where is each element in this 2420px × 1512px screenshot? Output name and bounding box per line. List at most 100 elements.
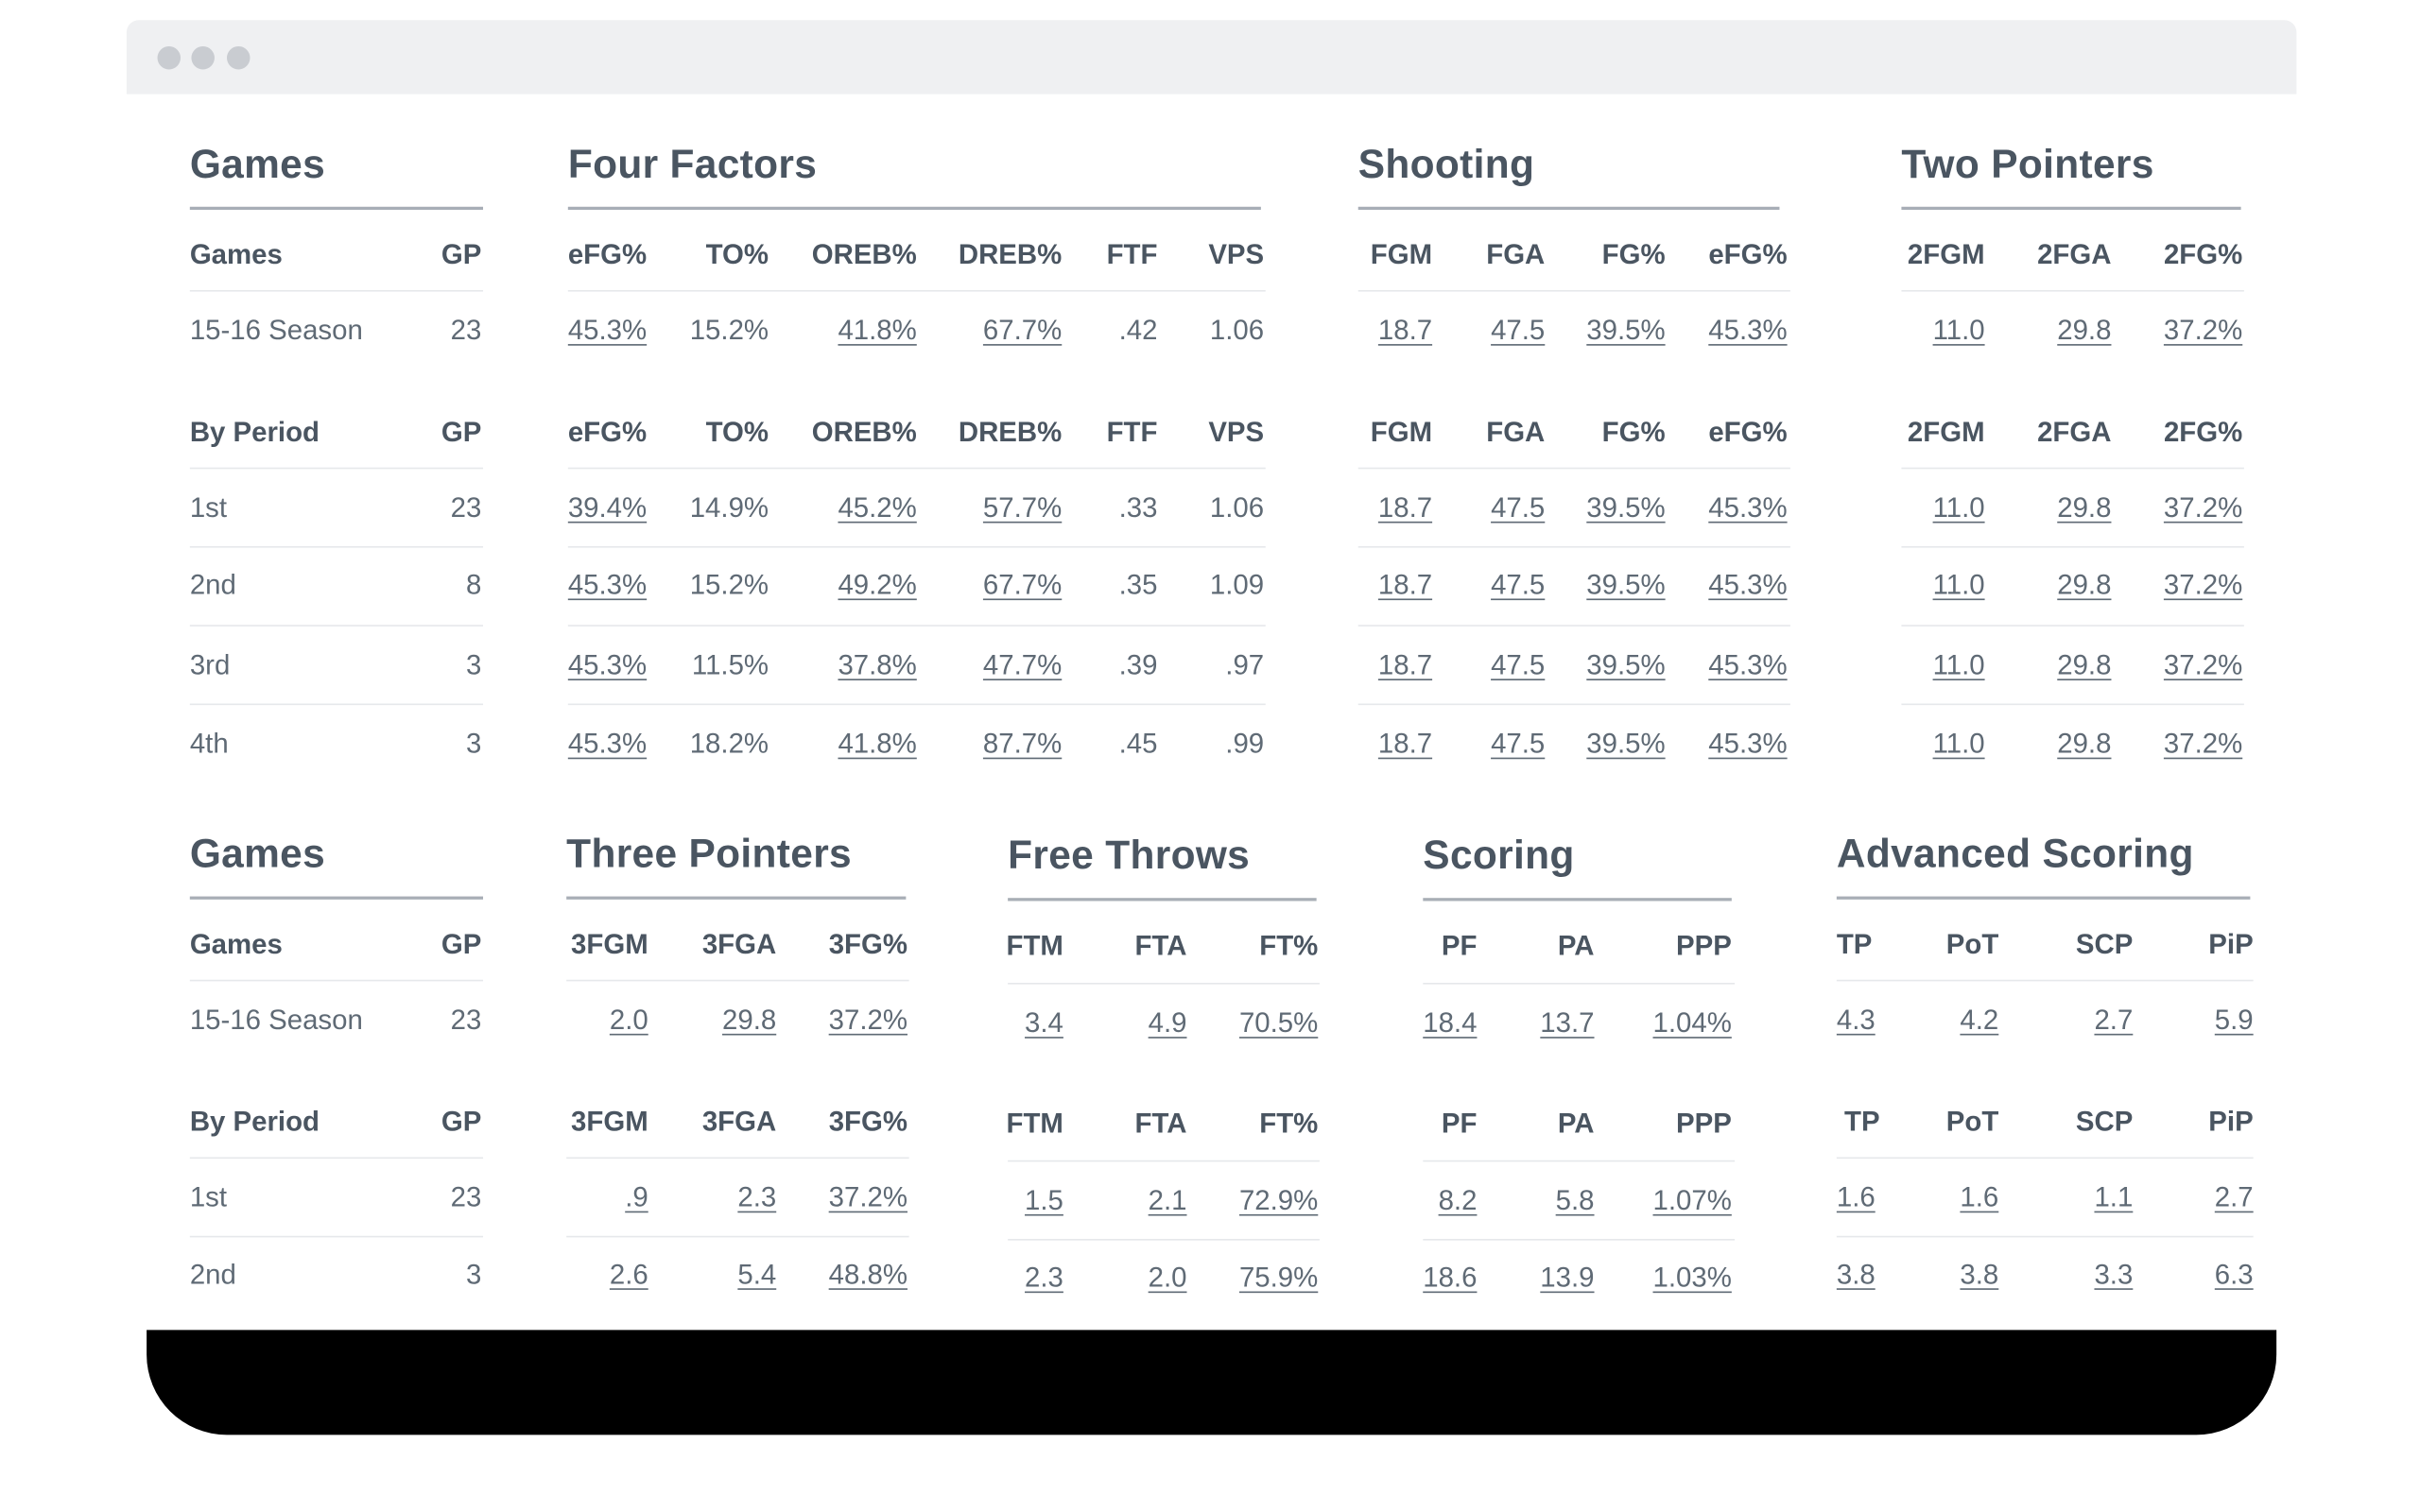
stat-link[interactable]: 18.7 (1377, 649, 1433, 680)
column-header-2fga[interactable]: 2FGA (2037, 239, 2112, 270)
column-header-3fgm[interactable]: 3FGM (571, 928, 648, 960)
column-header-by-period[interactable]: By Period (189, 1106, 320, 1138)
column-header-by-period[interactable]: By Period (189, 416, 320, 448)
column-header-dreb-pct[interactable]: DREB% (958, 416, 1063, 448)
column-header-pa[interactable]: PA (1557, 1108, 1595, 1139)
stat-link[interactable]: 87.7% (982, 728, 1063, 760)
stat-link[interactable]: 45.3% (567, 728, 648, 760)
stat-link[interactable]: 72.9% (1238, 1184, 1319, 1216)
stat-link[interactable]: 11.0 (1932, 491, 1985, 524)
stat-link[interactable]: 70.5% (1238, 1007, 1319, 1039)
column-header-pot[interactable]: PoT (1945, 928, 1999, 960)
stat-link[interactable]: 18.7 (1377, 569, 1433, 601)
stat-link[interactable]: 39.5% (1586, 728, 1666, 760)
stat-link[interactable]: 18.7 (1377, 315, 1433, 346)
column-header-pip[interactable]: PiP (2208, 1106, 2254, 1138)
column-header-ftf[interactable]: FTF (1106, 416, 1158, 448)
column-header-2fg-pct[interactable]: 2FG% (2163, 416, 2243, 448)
column-header-efg-pct[interactable]: eFG% (567, 239, 648, 270)
column-header-games[interactable]: Games (189, 928, 283, 960)
column-header-games[interactable]: Games (189, 239, 283, 270)
stat-link[interactable]: 39.5% (1586, 315, 1666, 346)
stat-link[interactable]: 75.9% (1238, 1262, 1319, 1294)
column-header-fgm[interactable]: FGM (1370, 416, 1433, 448)
column-header-2fgm[interactable]: 2FGM (1907, 239, 1985, 270)
stat-link[interactable]: 67.7% (982, 315, 1063, 346)
stat-link[interactable]: 1.5 (1025, 1184, 1063, 1216)
column-header-2fga[interactable]: 2FGA (2037, 416, 2112, 448)
stat-link[interactable]: 37.2% (2163, 569, 2243, 601)
stat-link[interactable]: 2.0 (1148, 1262, 1187, 1294)
column-header-3fga[interactable]: 3FGA (701, 928, 777, 960)
column-header-3fg-pct[interactable]: 3FG% (828, 928, 908, 960)
stat-link[interactable]: 48.8% (828, 1259, 908, 1290)
column-header-gp[interactable]: GP (441, 239, 482, 270)
stat-link[interactable]: 45.3% (1708, 728, 1788, 760)
column-header-efg-pct[interactable]: eFG% (567, 416, 648, 448)
stat-link[interactable]: 18.4 (1423, 1007, 1478, 1039)
stat-link[interactable]: 41.8% (838, 728, 917, 760)
column-header-vps[interactable]: VPS (1208, 416, 1265, 448)
column-header-tp[interactable]: TP (1844, 1106, 1880, 1138)
stat-link[interactable]: 47.5 (1491, 315, 1546, 346)
column-header-pa[interactable]: PA (1557, 930, 1595, 962)
stat-link[interactable]: 18.7 (1377, 728, 1433, 760)
stat-link[interactable]: 37.2% (2163, 649, 2243, 680)
column-header-gp[interactable]: GP (441, 416, 482, 448)
stat-link[interactable]: 45.2% (838, 491, 917, 524)
stat-link[interactable]: 37.2% (2163, 728, 2243, 760)
column-header-scp[interactable]: SCP (2075, 1106, 2134, 1138)
stat-link[interactable]: 11.0 (1932, 728, 1985, 760)
stat-link[interactable]: 47.5 (1491, 728, 1546, 760)
stat-link[interactable]: 1.6 (1836, 1181, 1876, 1213)
stat-link[interactable]: 37.2% (828, 1004, 908, 1036)
column-header-pip[interactable]: PiP (2208, 928, 2254, 960)
column-header-dreb-pct[interactable]: DREB% (958, 239, 1063, 270)
column-header-ft-pct[interactable]: FT% (1259, 1108, 1319, 1139)
stat-link[interactable]: 39.5% (1586, 569, 1666, 601)
column-header-2fgm[interactable]: 2FGM (1907, 416, 1985, 448)
column-header-pot[interactable]: PoT (1945, 1106, 1999, 1138)
stat-link[interactable]: 2.0 (609, 1004, 648, 1036)
stat-link[interactable]: 3.3 (2094, 1259, 2134, 1290)
column-header-oreb-pct[interactable]: OREB% (811, 239, 917, 270)
stat-link[interactable]: 47.5 (1491, 569, 1546, 601)
column-header-vps[interactable]: VPS (1208, 239, 1265, 270)
stat-link[interactable]: 5.8 (1555, 1184, 1595, 1216)
stat-link[interactable]: 1.07% (1652, 1184, 1732, 1216)
stat-link[interactable]: 39.4% (567, 491, 648, 524)
stat-link[interactable]: 45.3% (567, 649, 648, 680)
stat-link[interactable]: 3.8 (1960, 1259, 1999, 1290)
stat-link[interactable]: 13.9 (1540, 1262, 1595, 1294)
stat-link[interactable]: 49.2% (838, 569, 917, 601)
stat-link[interactable]: 67.7% (982, 569, 1063, 601)
stat-link[interactable]: 2.1 (1148, 1184, 1187, 1216)
stat-link[interactable]: 4.9 (1148, 1007, 1187, 1039)
column-header-fgm[interactable]: FGM (1370, 239, 1433, 270)
stat-link[interactable]: 8.2 (1438, 1184, 1478, 1216)
stat-link[interactable]: 4.2 (1960, 1004, 1999, 1036)
column-header-gp[interactable]: GP (441, 928, 482, 960)
column-header-pf[interactable]: PF (1441, 1108, 1478, 1139)
stat-link[interactable]: 1.1 (2094, 1181, 2134, 1213)
stat-link[interactable]: 37.8% (838, 649, 917, 680)
stat-link[interactable]: 3.8 (1836, 1259, 1876, 1290)
column-header-pf[interactable]: PF (1441, 930, 1478, 962)
column-header-2fg-pct[interactable]: 2FG% (2163, 239, 2243, 270)
stat-link[interactable]: 4.3 (1836, 1004, 1876, 1036)
window-dot-icon[interactable] (157, 45, 182, 70)
stat-link[interactable]: 18.7 (1377, 491, 1433, 524)
column-header-oreb-pct[interactable]: OREB% (811, 416, 917, 448)
stat-link[interactable]: 11.0 (1932, 569, 1985, 601)
stat-link[interactable]: 45.3% (1708, 315, 1788, 346)
stat-link[interactable]: 5.9 (2214, 1004, 2254, 1036)
column-header-3fga[interactable]: 3FGA (701, 1106, 777, 1138)
stat-link[interactable]: 41.8% (838, 315, 917, 346)
column-header-ft-pct[interactable]: FT% (1259, 930, 1319, 962)
column-header-fta[interactable]: FTA (1134, 930, 1187, 962)
stat-link[interactable]: 45.3% (1708, 491, 1788, 524)
column-header-fga[interactable]: FGA (1486, 239, 1546, 270)
stat-link[interactable]: 37.2% (828, 1181, 908, 1213)
stat-link[interactable]: 37.2% (2163, 315, 2243, 346)
column-header-efg-pct[interactable]: eFG% (1708, 239, 1788, 270)
